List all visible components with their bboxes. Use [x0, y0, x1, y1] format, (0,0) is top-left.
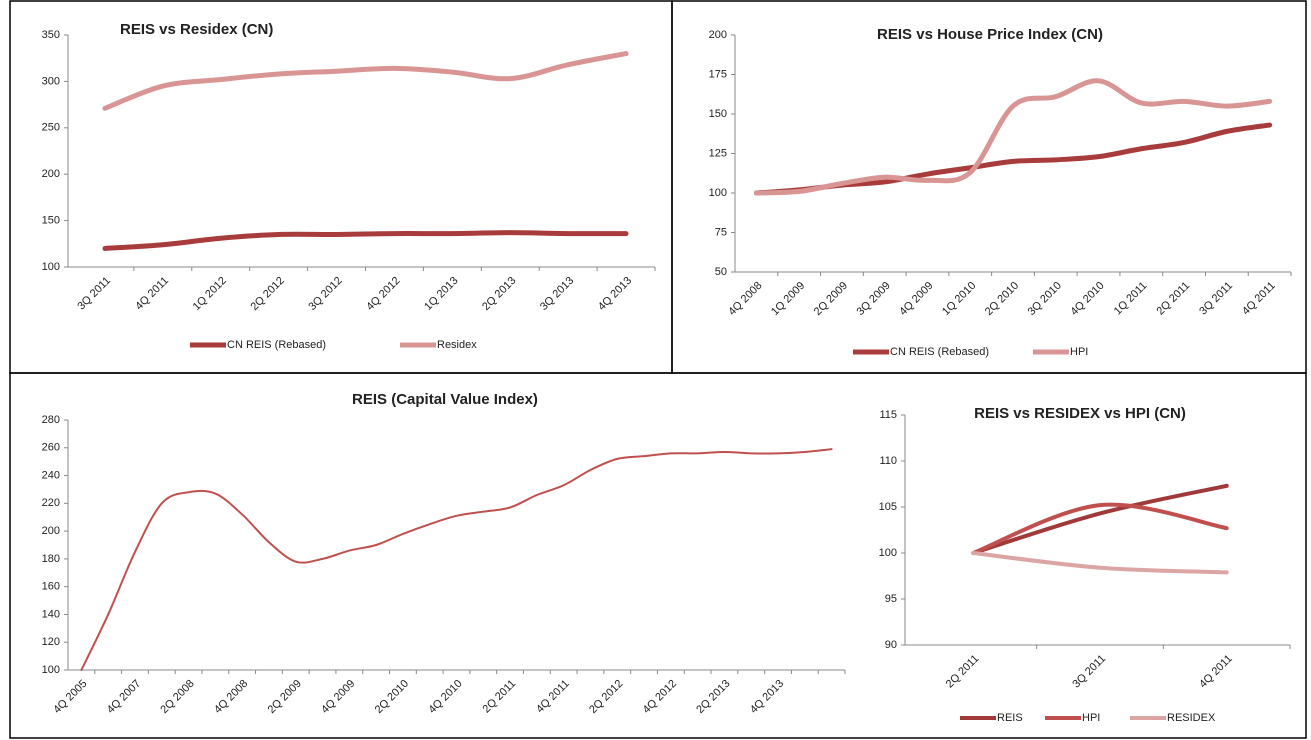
y-tick-label: 100	[879, 547, 897, 559]
legend-label: CN REIS (Rebased)	[227, 339, 326, 351]
x-tick-label: 4Q 2013	[596, 275, 634, 313]
x-tick-label: 1Q 2013	[422, 275, 460, 313]
y-tick-label: 95	[885, 593, 897, 605]
y-tick-label: 200	[709, 29, 727, 41]
x-tick-label: 3Q 2011	[75, 275, 113, 313]
y-tick-label: 250	[42, 122, 60, 134]
y-tick-label: 50	[715, 266, 727, 278]
x-tick-label: 1Q 2010	[940, 280, 978, 318]
y-tick-label: 115	[879, 409, 897, 421]
series-line	[971, 483, 1229, 555]
x-tick-label: 2Q 2009	[812, 280, 850, 318]
legend-label: RESIDEX	[1167, 712, 1216, 724]
x-tick-label: 4Q 2011	[534, 678, 572, 716]
x-tick-label: 4Q 2007	[105, 678, 143, 716]
y-tick-label: 100	[709, 187, 727, 199]
x-tick-label: 3Q 2011	[1070, 653, 1108, 691]
legend-label: HPI	[1070, 346, 1088, 358]
x-tick-label: 4Q 2012	[641, 678, 679, 716]
x-tick-label: 4Q 2011	[1240, 280, 1278, 318]
y-tick-label: 105	[879, 501, 897, 513]
x-tick-label: 4Q 2012	[364, 275, 402, 313]
y-tick-label: 100	[42, 261, 60, 273]
series-line	[80, 448, 833, 671]
y-tick-label: 160	[42, 581, 60, 593]
x-tick-label: 3Q 2009	[855, 280, 893, 318]
x-tick-label: 2Q 2013	[694, 678, 732, 716]
y-tick-label: 260	[42, 442, 60, 454]
y-tick-label: 75	[715, 226, 727, 238]
x-tick-label: 2Q 2012	[248, 275, 286, 313]
x-tick-label: 3Q 2012	[306, 275, 344, 313]
x-tick-label: 2Q 2008	[158, 678, 196, 716]
legend-label: CN REIS (Rebased)	[890, 346, 989, 358]
x-tick-label: 4Q 2009	[897, 280, 935, 318]
x-tick-label: 4Q 2010	[426, 678, 464, 716]
x-tick-label: 3Q 2013	[538, 275, 576, 313]
x-tick-label: 4Q 2009	[319, 678, 357, 716]
x-tick-label: 2Q 2010	[983, 280, 1021, 318]
chart-title: REIS vs Residex (CN)	[120, 21, 273, 38]
x-tick-label: 4Q 2008	[726, 280, 764, 318]
y-tick-label: 180	[42, 553, 60, 565]
y-tick-label: 110	[879, 455, 897, 467]
x-tick-label: 3Q 2011	[1197, 280, 1235, 318]
x-tick-label: 4Q 2010	[1068, 280, 1106, 318]
series-line	[753, 78, 1273, 196]
chart-title: REIS (Capital Value Index)	[352, 391, 538, 408]
y-tick-label: 100	[42, 664, 60, 676]
y-tick-label: 150	[709, 108, 727, 120]
x-tick-label: 1Q 2011	[1112, 280, 1150, 318]
x-tick-label: 4Q 2011	[133, 275, 171, 313]
x-tick-label: 2Q 2011	[944, 653, 982, 691]
series-line	[102, 230, 629, 251]
series-line	[102, 51, 629, 111]
series-line	[971, 502, 1229, 555]
legend-label: REIS	[997, 712, 1023, 724]
y-tick-label: 120	[42, 636, 60, 648]
y-tick-label: 200	[42, 525, 60, 537]
y-tick-label: 240	[42, 469, 60, 481]
x-tick-label: 4Q 2008	[212, 678, 250, 716]
y-tick-label: 280	[42, 414, 60, 426]
x-tick-label: 2Q 2011	[481, 678, 519, 716]
x-tick-label: 2Q 2010	[373, 678, 411, 716]
y-tick-label: 175	[709, 68, 727, 80]
x-tick-label: 1Q 2009	[769, 280, 807, 318]
x-tick-label: 2Q 2012	[587, 678, 625, 716]
panel	[9, 0, 673, 374]
x-tick-label: 4Q 2005	[51, 678, 89, 716]
panel	[9, 372, 1307, 739]
y-tick-label: 200	[42, 168, 60, 180]
y-tick-label: 350	[42, 29, 60, 41]
x-tick-label: 1Q 2012	[191, 275, 229, 313]
legend-label: Residex	[437, 339, 477, 351]
panel	[671, 0, 1307, 374]
legend-label: HPI	[1082, 712, 1100, 724]
x-tick-label: 4Q 2013	[748, 678, 786, 716]
x-tick-label: 2Q 2009	[266, 678, 304, 716]
y-tick-label: 125	[709, 147, 727, 159]
x-tick-label: 4Q 2011	[1197, 653, 1235, 691]
x-tick-label: 2Q 2013	[480, 275, 518, 313]
y-tick-label: 220	[42, 497, 60, 509]
y-tick-label: 90	[885, 639, 897, 651]
y-tick-label: 140	[42, 608, 60, 620]
y-tick-label: 150	[42, 215, 60, 227]
chart-title: REIS vs House Price Index (CN)	[877, 26, 1103, 43]
y-tick-label: 300	[42, 75, 60, 87]
chart-title: REIS vs RESIDEX vs HPI (CN)	[974, 405, 1186, 422]
series-line	[971, 551, 1229, 575]
x-tick-label: 3Q 2010	[1026, 280, 1064, 318]
x-tick-label: 2Q 2011	[1155, 280, 1193, 318]
